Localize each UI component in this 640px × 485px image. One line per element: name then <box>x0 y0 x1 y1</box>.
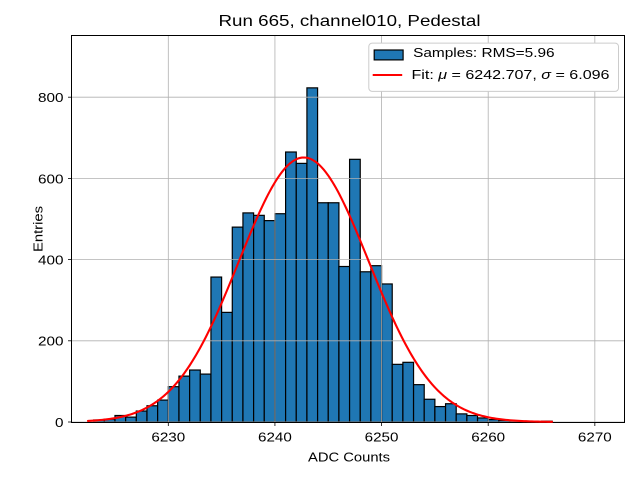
svg-text:Fit: μ = 6242.707, σ = 6.096: Fit: μ = 6242.707, σ = 6.096 <box>412 67 610 82</box>
svg-text:Samples: RMS=5.96: Samples: RMS=5.96 <box>413 45 554 60</box>
svg-text:6230: 6230 <box>151 429 185 444</box>
svg-text:800: 800 <box>38 90 64 105</box>
svg-text:200: 200 <box>38 334 64 349</box>
svg-text:400: 400 <box>38 253 64 268</box>
svg-text:6260: 6260 <box>471 429 505 444</box>
svg-text:0: 0 <box>55 415 64 430</box>
svg-text:6250: 6250 <box>365 429 399 444</box>
svg-text:Entries: Entries <box>31 206 46 252</box>
svg-text:600: 600 <box>38 171 64 186</box>
svg-text:Run 665, channel010, Pedestal: Run 665, channel010, Pedestal <box>219 13 481 30</box>
svg-text:ADC Counts: ADC Counts <box>308 449 390 464</box>
svg-text:6240: 6240 <box>258 429 292 444</box>
svg-text:6270: 6270 <box>578 429 612 444</box>
